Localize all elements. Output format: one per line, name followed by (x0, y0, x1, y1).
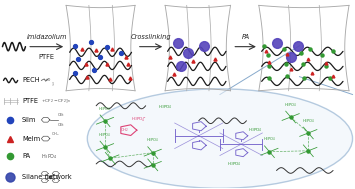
Text: $\mathrm{H_3PO_4}$: $\mathrm{H_3PO_4}$ (248, 126, 263, 134)
Text: PA: PA (241, 34, 250, 40)
Text: $\mathrm{H_3PO_4}$: $\mathrm{H_3PO_4}$ (98, 131, 111, 139)
Text: ]ₙ: ]ₙ (51, 81, 54, 85)
Text: +O: +O (45, 78, 51, 82)
Text: PTFE: PTFE (22, 98, 38, 104)
Text: $\mathrm{H_3PO_4}$: $\mathrm{H_3PO_4}$ (146, 137, 159, 144)
Text: $\mathrm{H_3PO_4}$: $\mathrm{H_3PO_4}$ (98, 105, 111, 112)
Text: $\mathrm{H_3PO_4}$: $\mathrm{H_3PO_4}$ (158, 104, 173, 112)
Text: $\mathrm{H_3PO_4}$: $\mathrm{H_3PO_4}$ (263, 136, 276, 143)
Text: $\mathrm{H_3PO_4^-}$: $\mathrm{H_3PO_4^-}$ (131, 115, 146, 124)
Text: $\mathrm{CH_3}$: $\mathrm{CH_3}$ (50, 130, 59, 138)
Text: $\mathrm{OEt}$: $\mathrm{OEt}$ (57, 121, 65, 128)
Text: imidazolium: imidazolium (26, 34, 67, 40)
Text: Crosslinking: Crosslinking (131, 34, 171, 40)
Text: PECH: PECH (22, 77, 39, 83)
Text: $\mathrm{H_3PO_4}$: $\mathrm{H_3PO_4}$ (42, 152, 58, 161)
Text: $\mathrm{H_3PO_4}$: $\mathrm{H_3PO_4}$ (284, 101, 297, 109)
Text: PTFE: PTFE (39, 54, 55, 60)
Text: MeIm: MeIm (22, 136, 40, 142)
Text: $\mathrm{OEt}$: $\mathrm{OEt}$ (57, 111, 65, 118)
Text: Silane network: Silane network (22, 174, 72, 180)
Text: PA: PA (22, 153, 30, 159)
Text: $\mathsf{+CF_2-CF_2]_n}$: $\mathsf{+CF_2-CF_2]_n}$ (42, 98, 71, 105)
Text: SIlm: SIlm (22, 117, 36, 123)
Ellipse shape (87, 89, 353, 188)
Text: $\mathrm{H_3PO_4}$: $\mathrm{H_3PO_4}$ (227, 160, 241, 168)
Text: $\mathrm{CH_2}$: $\mathrm{CH_2}$ (120, 127, 129, 134)
Text: $\mathrm{H_3PO_4}$: $\mathrm{H_3PO_4}$ (302, 117, 315, 125)
